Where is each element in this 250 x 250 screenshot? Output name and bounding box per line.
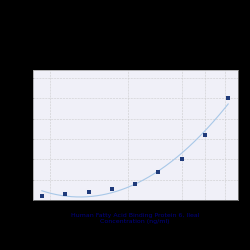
Point xyxy=(203,133,207,137)
Point xyxy=(40,194,44,198)
Y-axis label: OD: OD xyxy=(11,130,16,140)
X-axis label: Human Fatty Acid Binding Protein 6, Ileal
Concentration (ng/ml): Human Fatty Acid Binding Protein 6, Ilea… xyxy=(71,213,199,224)
Point xyxy=(156,170,160,174)
Point xyxy=(133,182,137,186)
Point xyxy=(86,190,90,194)
Point xyxy=(226,96,230,100)
Point xyxy=(180,157,184,161)
Point xyxy=(110,188,114,192)
Point xyxy=(63,192,67,196)
